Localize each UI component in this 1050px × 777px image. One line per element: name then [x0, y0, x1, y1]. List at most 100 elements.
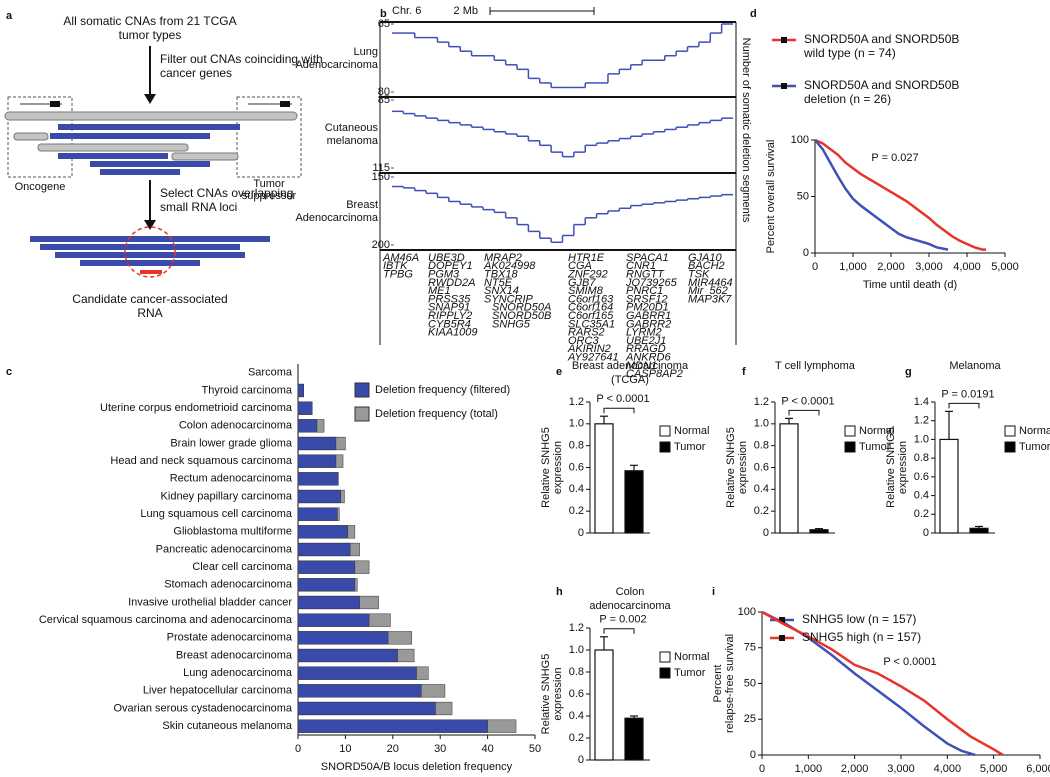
legend-swatch [354, 382, 370, 398]
category-label: Pancreatic adenocarcinoma [156, 543, 293, 555]
gene-label: UBE2J1 [626, 335, 666, 347]
bar [297, 489, 341, 504]
track-title: Cutaneous [325, 122, 379, 134]
y-tick-label: 0 [578, 527, 584, 539]
y-tick-label: 1.0 [569, 644, 584, 656]
legend-marker [781, 37, 787, 43]
x-tick-label: 1,000 [839, 261, 867, 273]
highlighted-gene: SNHG5 [492, 318, 531, 330]
gene-label: GABRR1 [626, 310, 671, 322]
y-axis-label: Relative SNHG5 [540, 654, 552, 735]
y-axis-label: expression [737, 441, 749, 494]
x-tick-label: 0 [759, 763, 765, 775]
y-tick-label: 75 [744, 642, 756, 654]
gene-label: PRSS35 [428, 293, 471, 305]
bar [297, 631, 389, 645]
legend-swatch [1004, 425, 1016, 437]
panel-letter: e [556, 366, 562, 378]
y-tick-label: 0.2 [914, 508, 929, 520]
y-tick-label: 0.4 [569, 710, 584, 722]
x-axis-label: SNORD50A/B locus deletion frequency [321, 761, 513, 773]
legend-swatch [659, 651, 671, 663]
genome-axis-label: Number of somatic deletion segments [740, 38, 752, 223]
category-label: Breast adenocarcinoma [176, 649, 293, 661]
legend-swatch [844, 425, 856, 437]
legend-marker [781, 83, 787, 89]
category-label: Brain lower grade glioma [170, 437, 293, 449]
category-label: Stomach adenocarcinoma [164, 579, 293, 591]
x-tick-label: 2,000 [841, 763, 869, 775]
y-tick-label: 1.2 [569, 622, 584, 634]
x-tick-label: 50 [529, 743, 541, 755]
gene-label: NT5E [484, 277, 513, 289]
y-axis-label: Relative SNHG5 [540, 427, 552, 508]
diagram-source: All somatic CNAs from 21 TCGA tumor type… [63, 14, 237, 42]
gene-label: Mir_562 [688, 285, 728, 297]
x-tick-label: 3,000 [887, 763, 915, 775]
legend-label: Normal [1019, 425, 1050, 437]
chart-title: Colon [616, 586, 645, 598]
legend-swatch [844, 441, 856, 453]
bar [297, 419, 318, 433]
track-title: Lung [354, 46, 378, 58]
gene-label: JQ739265 [625, 277, 678, 289]
gene-label: AK024998 [483, 260, 536, 272]
category-label: Clear cell carcinoma [192, 561, 293, 573]
y-tick-label: 0.8 [569, 666, 584, 678]
gene-label: MIR4464 [688, 277, 733, 289]
bar [809, 529, 829, 534]
diagram-shapes [4, 46, 302, 278]
y-tick-label: 25 [744, 713, 756, 725]
oncogene-label: Oncogene [14, 181, 66, 193]
category-label: Lung adenocarcinoma [183, 667, 293, 679]
legend-label: Normal [859, 425, 894, 437]
gene-label: TBX18 [484, 269, 519, 281]
highlighted-gene: SNORD50A [492, 302, 551, 314]
category-label: Head and neck squamous carcinoma [110, 455, 292, 467]
bar [297, 560, 356, 574]
annotation: P < 0.0001 [781, 395, 834, 407]
gene-label: LYRM2 [626, 327, 662, 339]
y-tick-label: 1.0 [754, 418, 769, 430]
y-tick-label: 0 [750, 749, 756, 761]
panel-letter: h [556, 586, 563, 598]
y-tick-label: 0.6 [914, 471, 929, 483]
gene-label: BACH2 [688, 260, 725, 272]
category-label: Rectum adenocarcinoma [170, 473, 293, 485]
y-tick-label: 0.2 [754, 505, 769, 517]
gene-label: GJA10 [688, 252, 723, 264]
y-axis-label: Relative SNHG5 [725, 427, 737, 508]
y-tick-label: 1.2 [569, 396, 584, 408]
x-tick-label: 0 [295, 743, 301, 755]
y-tick-label: 1.0 [569, 418, 584, 430]
legend-marker [779, 635, 785, 641]
y-tick-label: 200 [372, 239, 390, 251]
gene-label: C6orf165 [568, 310, 614, 322]
y-tick-label: 0.8 [569, 440, 584, 452]
bar [297, 613, 370, 627]
legend-label: Deletion frequency (total) [375, 408, 498, 420]
y-tick-label: 0.8 [914, 452, 929, 464]
bar [624, 717, 644, 761]
survival-curve [814, 139, 949, 251]
suppressor-label: Tumor suppressor [241, 178, 297, 202]
y-axis-label: relapse-free survival [724, 634, 736, 733]
bar [297, 525, 349, 539]
bar [969, 527, 989, 534]
significance-bracket [603, 407, 635, 414]
y-tick-label: 50 [744, 677, 756, 689]
chart-title: adenocarcinoma [589, 600, 671, 612]
y-tick-label: 115 [372, 162, 390, 174]
y-axis-label: expression [552, 667, 564, 720]
gene-label: AKIRIN2 [567, 343, 611, 355]
y-tick-label: 0.8 [754, 440, 769, 452]
gene-label: GABRR2 [626, 318, 671, 330]
bar [297, 436, 337, 451]
y-tick-label: 0.4 [569, 483, 584, 495]
legend-label: Normal [674, 651, 709, 663]
bar [297, 666, 417, 680]
gene-label: RWDD2A [428, 277, 475, 289]
y-axis-label: Percent [712, 665, 724, 703]
gene-label: C6orf163 [568, 293, 614, 305]
gene-label: SLC35A1 [568, 318, 615, 330]
